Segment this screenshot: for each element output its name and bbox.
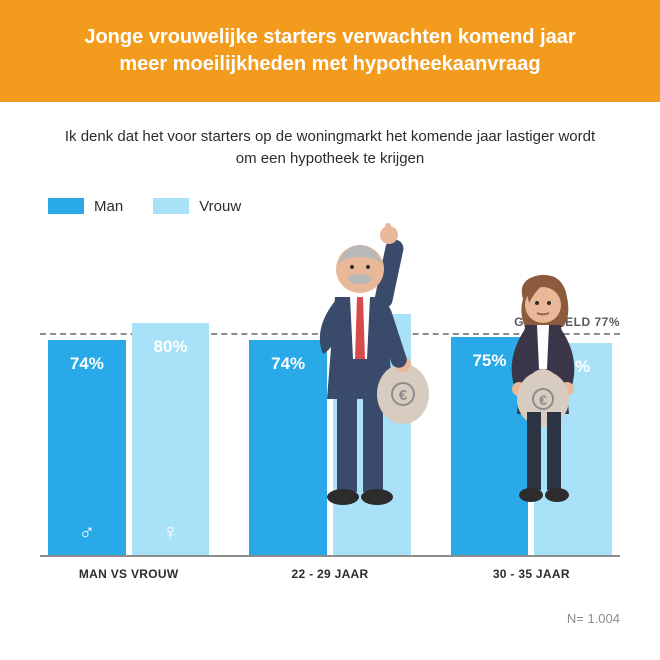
- legend-item-man: Man: [48, 198, 123, 215]
- bar-value: 74%: [70, 354, 104, 374]
- legend: Man Vrouw: [40, 198, 620, 215]
- xlabel-gender: MAN VS VROUW: [48, 567, 209, 581]
- legend-label-man: Man: [94, 198, 123, 215]
- legend-item-vrouw: Vrouw: [153, 198, 241, 215]
- woman-illustration: €: [485, 269, 605, 509]
- bar-man-gender: 74% ♂: [48, 340, 126, 555]
- man-illustration: €: [285, 219, 435, 509]
- chart-content: Ik denk dat het voor starters op de woni…: [0, 102, 660, 591]
- bar-vrouw-gender: 80% ♀: [132, 323, 210, 555]
- legend-swatch-vrouw: [153, 198, 189, 214]
- male-icon: ♂: [79, 519, 96, 545]
- xlabel-30-35: 30 - 35 JAAR: [451, 567, 612, 581]
- legend-label-vrouw: Vrouw: [199, 198, 241, 215]
- bar-group-gender: 74% ♂ 80% ♀: [48, 267, 209, 555]
- header-banner: Jonge vrouwelijke starters verwachten ko…: [0, 0, 660, 102]
- chart-area: GEMIDDELD 77% 74% ♂ 80% ♀ 74% 83%: [40, 227, 620, 557]
- svg-text:€: €: [399, 387, 408, 404]
- title-line-1: Jonge vrouwelijke starters verwachten ko…: [84, 26, 575, 48]
- female-icon: ♀: [162, 519, 179, 545]
- x-axis-labels: MAN VS VROUW 22 - 29 JAAR 30 - 35 JAAR: [40, 557, 620, 581]
- title-line-2: meer moeilijkheden met hypotheekaanvraag: [119, 53, 540, 75]
- xlabel-22-29: 22 - 29 JAAR: [249, 567, 410, 581]
- sample-size-note: N= 1.004: [0, 591, 660, 626]
- bar-value: 80%: [153, 337, 187, 357]
- page-title: Jonge vrouwelijke starters verwachten ko…: [40, 24, 620, 78]
- svg-text:€: €: [539, 392, 547, 408]
- legend-swatch-man: [48, 198, 84, 214]
- chart-subtitle: Ik denk dat het voor starters op de woni…: [40, 126, 620, 170]
